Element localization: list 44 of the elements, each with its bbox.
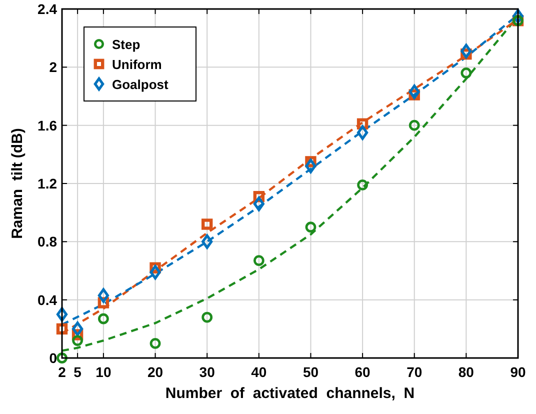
point — [98, 313, 109, 324]
point — [201, 218, 213, 230]
point — [72, 335, 83, 346]
y-tick-label: 2.4 — [38, 1, 58, 17]
x-tick-label: 90 — [510, 364, 526, 380]
x-tick-label: 10 — [96, 364, 112, 380]
legend-label: Goalpost — [112, 77, 170, 92]
point — [460, 68, 472, 78]
y-tick-label: 0.8 — [38, 234, 58, 250]
x-tick-label: 50 — [302, 364, 319, 380]
point — [202, 234, 213, 249]
point — [56, 352, 68, 364]
point — [56, 323, 68, 335]
point — [202, 312, 213, 323]
point — [253, 255, 264, 266]
point — [460, 44, 472, 58]
x-axis-title: Number of activated channels, N — [165, 385, 415, 402]
x-tick-label: 60 — [354, 364, 371, 380]
y-axis-title: Raman tilt (dB) — [9, 128, 26, 239]
x-tick-label: 30 — [199, 364, 216, 380]
point — [56, 307, 68, 322]
y-tick-label: 1.6 — [38, 117, 58, 134]
legend-label: Step — [112, 37, 140, 52]
point — [357, 180, 368, 190]
x-tick-label: 40 — [251, 364, 267, 380]
x-tick-label: 80 — [458, 364, 474, 380]
point — [150, 264, 161, 280]
point — [98, 288, 110, 303]
y-tick-label: 0 — [49, 350, 58, 366]
x-tick-label: 5 — [74, 364, 82, 380]
point — [72, 322, 84, 336]
point — [253, 196, 264, 212]
point — [356, 125, 368, 140]
point — [150, 338, 161, 349]
legend-label: Uniform — [112, 57, 162, 72]
point — [305, 222, 316, 233]
point — [408, 120, 420, 131]
y-tick-label: 0.4 — [38, 292, 58, 308]
point — [408, 84, 420, 100]
y-tick-label: 2 — [49, 59, 58, 76]
x-tick-label: 70 — [406, 364, 422, 380]
point — [305, 158, 316, 174]
y-tick-label: 1.2 — [38, 176, 58, 192]
x-tick-label: 20 — [147, 364, 164, 380]
